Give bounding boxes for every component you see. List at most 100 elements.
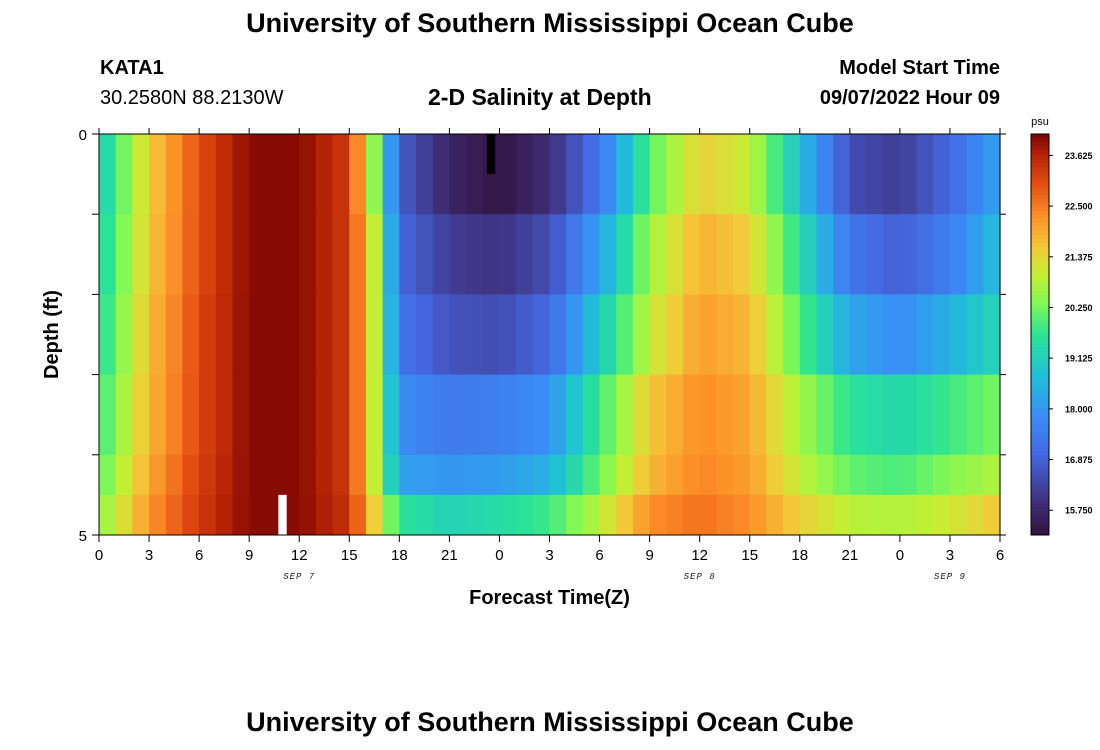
heatmap-cell bbox=[566, 494, 584, 536]
heatmap-cell bbox=[549, 294, 567, 375]
heatmap-cell bbox=[466, 214, 484, 295]
x-tick-label: 12 bbox=[691, 547, 708, 564]
heatmap-cell bbox=[599, 214, 617, 295]
heatmap-cell bbox=[315, 294, 334, 375]
colorbar-segment bbox=[1031, 302, 1049, 307]
colorbar-segment bbox=[1031, 342, 1049, 348]
colorbar-tick-label: 23.625 bbox=[1065, 151, 1093, 161]
heatmap-cell bbox=[616, 374, 634, 456]
heatmap-cell bbox=[549, 214, 567, 295]
heatmap-cell bbox=[866, 494, 884, 536]
heatmap-cell bbox=[549, 454, 567, 496]
heatmap-cell bbox=[883, 134, 901, 215]
colorbar-segment bbox=[1031, 306, 1049, 311]
colorbar-segment bbox=[1031, 146, 1049, 151]
heatmap-cell bbox=[182, 494, 200, 536]
colorbar-segment bbox=[1031, 482, 1049, 488]
heatmap-cell bbox=[115, 214, 133, 295]
colorbar-tick-label: 20.250 bbox=[1065, 303, 1093, 313]
heatmap-cell bbox=[849, 214, 868, 295]
colorbar-segment bbox=[1031, 530, 1049, 536]
heatmap-cell bbox=[933, 494, 951, 536]
heatmap-cell bbox=[983, 374, 1001, 456]
colorbar-segment bbox=[1031, 246, 1049, 251]
heatmap-cell bbox=[132, 374, 150, 456]
colorbar-segment bbox=[1031, 414, 1049, 420]
colorbar-segment bbox=[1031, 450, 1049, 456]
heatmap-cell bbox=[749, 494, 768, 536]
heatmap-cell bbox=[449, 214, 467, 295]
heatmap-cell bbox=[916, 294, 934, 375]
colorbar-segment bbox=[1031, 442, 1049, 448]
colorbar-segment bbox=[1031, 498, 1049, 504]
heatmap-cell bbox=[516, 374, 534, 456]
colorbar-segment bbox=[1031, 402, 1049, 408]
heatmap-cell bbox=[916, 454, 934, 496]
heatmap-cell bbox=[899, 454, 918, 496]
colorbar-segment bbox=[1031, 514, 1049, 520]
heatmap-cell bbox=[716, 134, 734, 215]
heatmap-cell bbox=[783, 454, 801, 496]
heatmap-cell bbox=[666, 214, 684, 295]
colorbar-segment bbox=[1031, 438, 1049, 444]
heatmap-cell bbox=[866, 454, 884, 496]
colorbar-segment bbox=[1031, 218, 1049, 223]
colorbar-segment bbox=[1031, 274, 1049, 279]
heatmap-cell bbox=[983, 454, 1001, 496]
heatmap-cell bbox=[199, 294, 217, 375]
colorbar-tick-label: 21.375 bbox=[1065, 252, 1093, 262]
heatmap-cell bbox=[599, 454, 617, 496]
heatmap-cell bbox=[666, 134, 684, 215]
colorbar-segment bbox=[1031, 378, 1049, 384]
heatmap-cell bbox=[816, 214, 834, 295]
heatmap-cell bbox=[916, 134, 934, 215]
heatmap-cell bbox=[199, 134, 217, 215]
heatmap-cell bbox=[783, 494, 801, 536]
heatmap-cell bbox=[299, 214, 317, 295]
heatmap-cell bbox=[332, 494, 350, 536]
heatmap-cell bbox=[949, 454, 968, 496]
heatmap-cell bbox=[332, 214, 350, 295]
x-tick-label: 15 bbox=[341, 547, 358, 564]
heatmap-cell bbox=[299, 294, 317, 375]
heatmap-cell bbox=[733, 454, 751, 496]
heatmap-cell bbox=[399, 214, 417, 295]
heatmap-cell bbox=[232, 374, 250, 456]
heatmap-cell bbox=[349, 214, 367, 295]
heatmap-cell bbox=[115, 454, 133, 496]
heatmap-cell bbox=[733, 374, 751, 456]
colorbar-segment bbox=[1031, 230, 1049, 235]
heatmap-cell bbox=[399, 374, 417, 456]
heatmap-cell bbox=[933, 374, 951, 456]
heatmap-cell bbox=[733, 494, 751, 536]
heatmap-cell bbox=[399, 294, 417, 375]
heatmap-cell bbox=[799, 214, 818, 295]
heatmap-cell bbox=[549, 494, 567, 536]
heatmap-cell bbox=[849, 454, 868, 496]
colorbar-segment bbox=[1031, 174, 1049, 179]
salinity-heatmap-chart: 0 3 6 9 12 15 18 21 0 3 6 9 12 15 18 21 0 3 6 SEP 7 SEP 8 SEP… bbox=[41, 116, 1093, 609]
bottom-marker-bar bbox=[278, 494, 287, 535]
heatmap-cell bbox=[215, 454, 234, 496]
x-tick-label: 0 bbox=[495, 547, 503, 564]
heatmap-cell bbox=[165, 214, 184, 295]
heatmap-cell bbox=[199, 214, 217, 295]
heatmap-cell bbox=[866, 134, 884, 215]
heatmap-cell bbox=[115, 134, 133, 215]
heatmap-cell bbox=[132, 134, 150, 215]
colorbar-segment bbox=[1031, 314, 1049, 319]
heatmap-cell bbox=[716, 494, 734, 536]
heatmap-cell bbox=[232, 294, 250, 375]
heatmap-cell bbox=[632, 494, 651, 536]
colorbar-tick-label: 19.125 bbox=[1065, 354, 1093, 364]
colorbar-segment bbox=[1031, 226, 1049, 231]
heatmap-cell bbox=[933, 134, 951, 215]
heatmap-cell bbox=[499, 454, 517, 496]
heatmap-cell bbox=[816, 494, 834, 536]
x-tick-label: 21 bbox=[441, 547, 458, 564]
colorbar-segment bbox=[1031, 354, 1049, 360]
heatmap-cell bbox=[716, 374, 734, 456]
heatmap-cell bbox=[149, 454, 167, 496]
x-date-label: SEP 8 bbox=[684, 572, 716, 582]
heatmap-cell bbox=[632, 294, 651, 375]
